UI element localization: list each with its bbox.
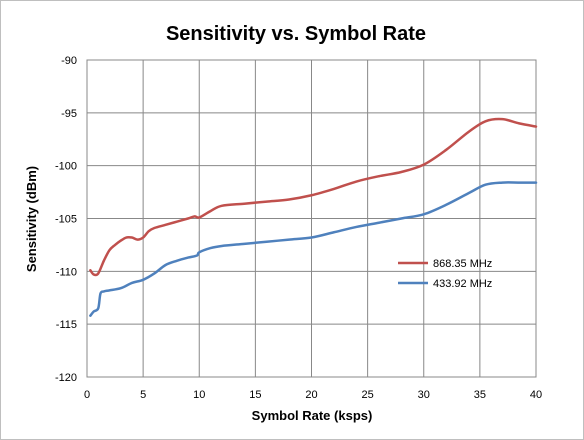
x-tick-label: 25 xyxy=(362,389,374,401)
y-tick-label: -110 xyxy=(56,266,77,278)
y-tick-label: -90 xyxy=(61,55,77,67)
x-tick-labels: 0 5 10 15 20 25 30 35 40 xyxy=(84,389,542,401)
y-tick-label: -95 xyxy=(61,108,77,120)
x-tick-label: 40 xyxy=(530,389,542,401)
y-tick-label: -105 xyxy=(55,214,77,226)
chart-title: Sensitivity vs. Symbol Rate xyxy=(166,23,426,45)
y-tick-labels: -120 -115 -110 -105 -100 -95 -90 xyxy=(55,55,77,384)
y-tick-label: -120 xyxy=(55,372,77,384)
x-tick-label: 30 xyxy=(418,389,430,401)
series-line-868 xyxy=(89,117,538,277)
y-tick-label: -115 xyxy=(56,319,77,331)
series-line-433 xyxy=(89,181,538,317)
y-tick-label: -100 xyxy=(55,161,77,173)
x-tick-label: 0 xyxy=(84,389,90,401)
x-tick-label: 10 xyxy=(193,389,205,401)
x-axis-title: Symbol Rate (ksps) xyxy=(252,408,373,423)
legend-label-433: 433.92 MHz xyxy=(433,278,492,290)
x-tick-label: 20 xyxy=(305,389,317,401)
x-tick-label: 35 xyxy=(474,389,486,401)
x-tick-label: 15 xyxy=(249,389,261,401)
y-axis-title: Sensitivity (dBm) xyxy=(24,166,39,272)
legend-label-868: 868.35 MHz xyxy=(433,258,492,270)
series-lines xyxy=(89,117,538,317)
x-tick-label: 5 xyxy=(140,389,146,401)
legend: 868.35 MHz 433.92 MHz xyxy=(398,258,492,290)
